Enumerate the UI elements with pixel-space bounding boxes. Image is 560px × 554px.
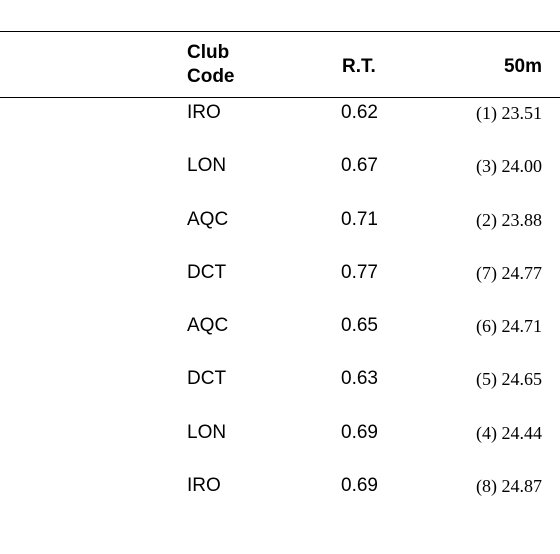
reaction-time-cell: 0.63	[341, 368, 378, 390]
table-row: AQC 0.65 (6) 24.71	[0, 312, 560, 365]
column-header-club-code-line1: Club	[187, 42, 230, 63]
reaction-time-cell: 0.71	[341, 208, 378, 230]
club-code-cell: DCT	[187, 368, 227, 390]
reaction-time-cell: 0.67	[341, 155, 378, 177]
table-row: LON 0.69 (4) 24.44	[0, 419, 560, 472]
club-code-cell: IRO	[187, 475, 221, 497]
split-cell: (1) 23.51	[476, 103, 542, 123]
club-code-cell: AQC	[187, 315, 229, 337]
split-cell: (4) 24.44	[476, 422, 542, 443]
reaction-time-cell: 0.65	[341, 315, 378, 337]
split-cell: (8) 24.87	[476, 476, 542, 497]
split-cell: (5) 24.65	[476, 369, 542, 390]
reaction-time-cell: 0.69	[341, 421, 378, 443]
table-row: AQC 0.71 (2) 23.88	[0, 206, 560, 259]
club-code-cell: LON	[187, 421, 227, 443]
reaction-time-cell: 0.77	[341, 261, 378, 283]
table-row: IRO 0.62 (1) 23.51	[0, 99, 560, 152]
header-top-rule	[0, 31, 560, 32]
table-row: DCT 0.77 (7) 24.77	[0, 259, 560, 312]
table-row: DCT 0.63 (5) 24.65	[0, 365, 560, 418]
split-cell: (6) 24.71	[476, 316, 542, 337]
split-cell: (3) 24.00	[476, 156, 542, 177]
reaction-time-cell: 0.62	[341, 102, 378, 123]
column-header-50m-split: 50m	[503, 56, 542, 77]
table-row: IRO 0.69 (8) 24.87	[0, 472, 560, 525]
table-row: LON 0.67 (3) 24.00	[0, 152, 560, 205]
column-header-club-code-line2: Code	[187, 66, 235, 87]
club-code-cell: DCT	[187, 261, 227, 283]
split-cell: (7) 24.77	[476, 262, 542, 283]
reaction-time-cell: 0.69	[341, 475, 378, 497]
split-cell: (2) 23.88	[476, 209, 542, 230]
club-code-cell: LON	[187, 155, 227, 177]
header-bottom-rule	[0, 97, 560, 98]
table-body: IRO 0.62 (1) 23.51 LON 0.67 (3) 24.00 AQ…	[0, 99, 560, 525]
club-code-cell: AQC	[187, 208, 229, 230]
club-code-cell: IRO	[187, 102, 221, 123]
column-header-club-code: Club Code	[187, 41, 235, 89]
column-header-reaction-time: R.T.	[342, 56, 376, 77]
